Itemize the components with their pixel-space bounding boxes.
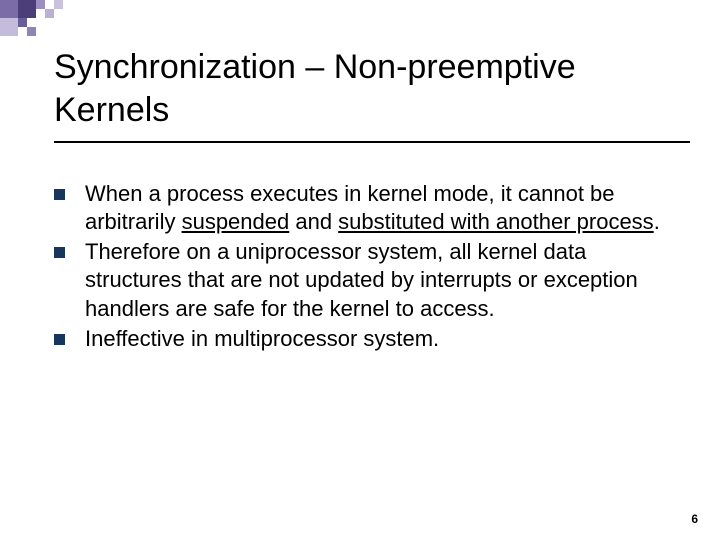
corner-decoration bbox=[0, 0, 120, 40]
bullet-list: When a process executes in kernel mode, … bbox=[54, 180, 680, 355]
list-item: Ineffective in multiprocessor system. bbox=[54, 325, 680, 353]
deco-square bbox=[18, 18, 27, 27]
deco-square bbox=[45, 9, 54, 18]
bullet-marker bbox=[54, 334, 65, 345]
bullet-text: Therefore on a uniprocessor system, all … bbox=[85, 238, 680, 322]
slide-title: Synchronization – Non-preemptive Kernels bbox=[54, 46, 690, 143]
list-item: Therefore on a uniprocessor system, all … bbox=[54, 238, 680, 322]
deco-square bbox=[18, 0, 36, 18]
bullet-marker bbox=[54, 247, 65, 258]
page-number: 6 bbox=[691, 512, 698, 526]
deco-square bbox=[0, 0, 18, 18]
bullet-text: When a process executes in kernel mode, … bbox=[85, 180, 680, 236]
deco-square bbox=[27, 27, 36, 36]
bullet-marker bbox=[54, 189, 65, 200]
list-item: When a process executes in kernel mode, … bbox=[54, 180, 680, 236]
deco-square bbox=[54, 0, 63, 9]
bullet-text: Ineffective in multiprocessor system. bbox=[85, 325, 680, 353]
deco-square bbox=[0, 18, 18, 36]
deco-square bbox=[36, 0, 45, 9]
